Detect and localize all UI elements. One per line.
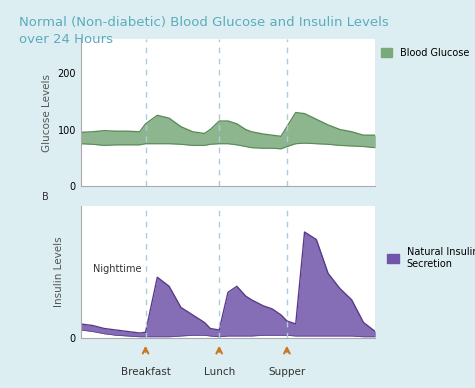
Text: Nighttime: Nighttime: [93, 264, 141, 274]
Legend: Natural Insulin
Secretion: Natural Insulin Secretion: [383, 244, 475, 273]
Text: B: B: [42, 192, 48, 202]
Text: Breakfast: Breakfast: [121, 367, 171, 377]
Text: Supper: Supper: [268, 367, 305, 377]
Y-axis label: Glucose Levels: Glucose Levels: [42, 73, 52, 152]
Text: Normal (Non-diabetic) Blood Glucose and Insulin Levels
over 24 Hours: Normal (Non-diabetic) Blood Glucose and …: [19, 16, 389, 45]
Y-axis label: Insulin Levels: Insulin Levels: [54, 236, 64, 307]
Text: Lunch: Lunch: [204, 367, 235, 377]
Legend: Blood Glucose: Blood Glucose: [377, 44, 474, 61]
